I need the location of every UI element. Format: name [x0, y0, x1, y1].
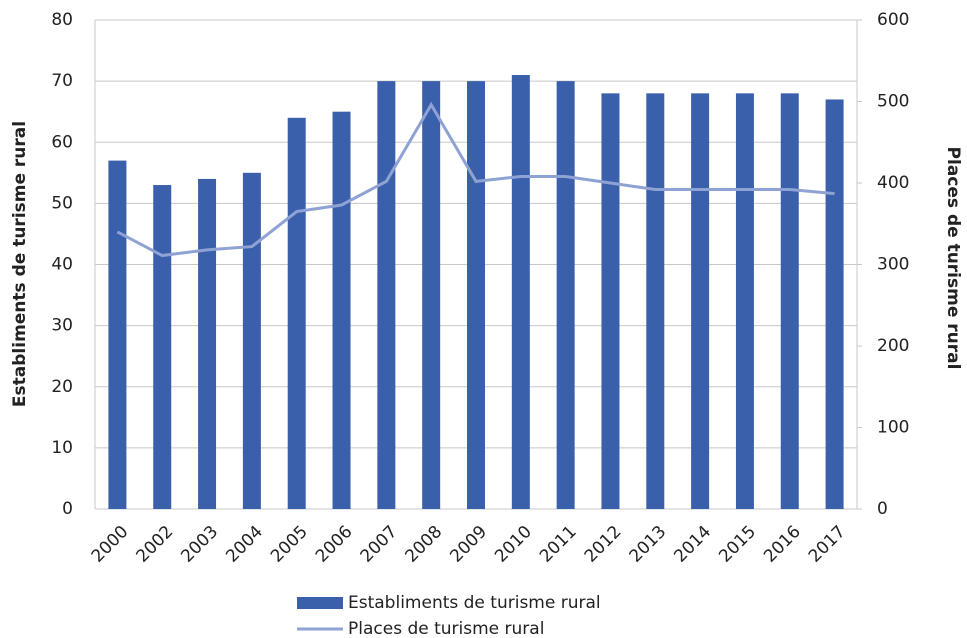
y2-tick-label: 200 — [877, 336, 909, 356]
bar — [601, 93, 620, 509]
bar — [511, 75, 530, 509]
bar — [153, 185, 172, 509]
line — [116, 101, 835, 258]
y2-tick-label: 400 — [877, 173, 909, 193]
x-tick-label: 2017 — [805, 522, 850, 567]
bar — [422, 81, 441, 509]
x-tick-label: 2000 — [88, 522, 133, 567]
legend-label: Establiments de turisme rural — [348, 593, 601, 613]
y-tick-label: 40 — [51, 255, 73, 275]
x-tick-label: 2007 — [357, 522, 402, 567]
x-tick-label: 2013 — [626, 522, 671, 567]
bar — [377, 81, 396, 509]
x-tick-label: 2005 — [267, 522, 312, 567]
legend-label: Places de turisme rural — [348, 619, 544, 638]
y2-tick-label: 0 — [877, 499, 888, 519]
y-tick-label: 10 — [51, 438, 73, 458]
y-tick-label: 20 — [51, 377, 73, 397]
y-tick-label: 70 — [51, 71, 73, 91]
x-tick-label: 2009 — [446, 522, 491, 567]
x-tick-label: 2012 — [581, 522, 626, 567]
bar — [467, 81, 485, 509]
x-tick-label: 2014 — [670, 522, 715, 567]
x-tick-label: 2011 — [536, 522, 581, 567]
x-tick-label: 2003 — [177, 522, 222, 567]
y-tick-label: 80 — [51, 10, 73, 30]
bar — [646, 93, 665, 509]
bar — [691, 93, 710, 509]
bar — [287, 117, 306, 510]
y-tick-label: 0 — [62, 499, 73, 519]
x-tick-label: 2002 — [133, 522, 178, 567]
y2-axis-title: Places de turisme rural — [943, 147, 963, 370]
legend-swatch — [297, 597, 343, 609]
bar — [332, 111, 351, 509]
y2-tick-label: 100 — [877, 418, 909, 438]
bar — [780, 93, 799, 509]
y-axis-title: Establiments de turisme rural — [10, 121, 30, 407]
y-tick-label: 60 — [51, 132, 73, 152]
bar — [242, 172, 261, 509]
y2-tick-label: 500 — [877, 92, 909, 112]
bar — [198, 178, 217, 510]
y2-tick-label: 600 — [877, 10, 909, 30]
bar — [735, 93, 754, 509]
bar — [825, 99, 844, 510]
y2-tick-label: 300 — [877, 255, 909, 275]
x-tick-label: 2016 — [760, 522, 805, 567]
x-tick-label: 2015 — [715, 522, 760, 567]
bar — [108, 160, 127, 509]
bar — [556, 81, 575, 509]
y-tick-label: 50 — [51, 193, 73, 213]
x-tick-label: 2004 — [222, 522, 267, 567]
y-tick-label: 30 — [51, 316, 73, 336]
x-tick-label: 2008 — [402, 522, 447, 567]
x-tick-label: 2010 — [491, 522, 536, 567]
x-tick-label: 2006 — [312, 522, 357, 567]
